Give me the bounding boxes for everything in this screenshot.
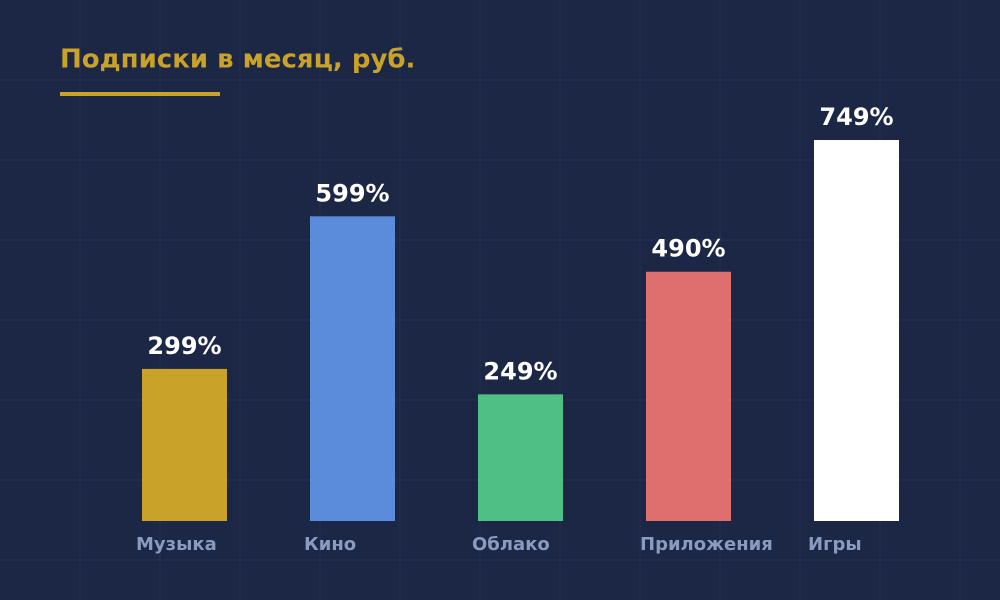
value-label: 490% [651,235,725,263]
bar [814,140,899,521]
x-tick-label: Музыка [136,534,217,555]
bar [142,368,227,521]
bar [646,271,731,521]
x-tick-label: Игры [808,534,862,555]
x-tick-label: Кино [304,534,356,555]
value-label: 749% [819,103,893,131]
bar [310,216,395,521]
title-underline [60,92,220,96]
x-tick-label: Приложения [640,534,773,555]
x-tick-label: Облако [472,534,550,555]
value-label: 299% [147,332,221,360]
value-label: 599% [315,179,389,207]
value-label: 249% [483,357,557,385]
bar [478,394,563,521]
chart-title: Подписки в месяц, руб. [60,45,415,75]
